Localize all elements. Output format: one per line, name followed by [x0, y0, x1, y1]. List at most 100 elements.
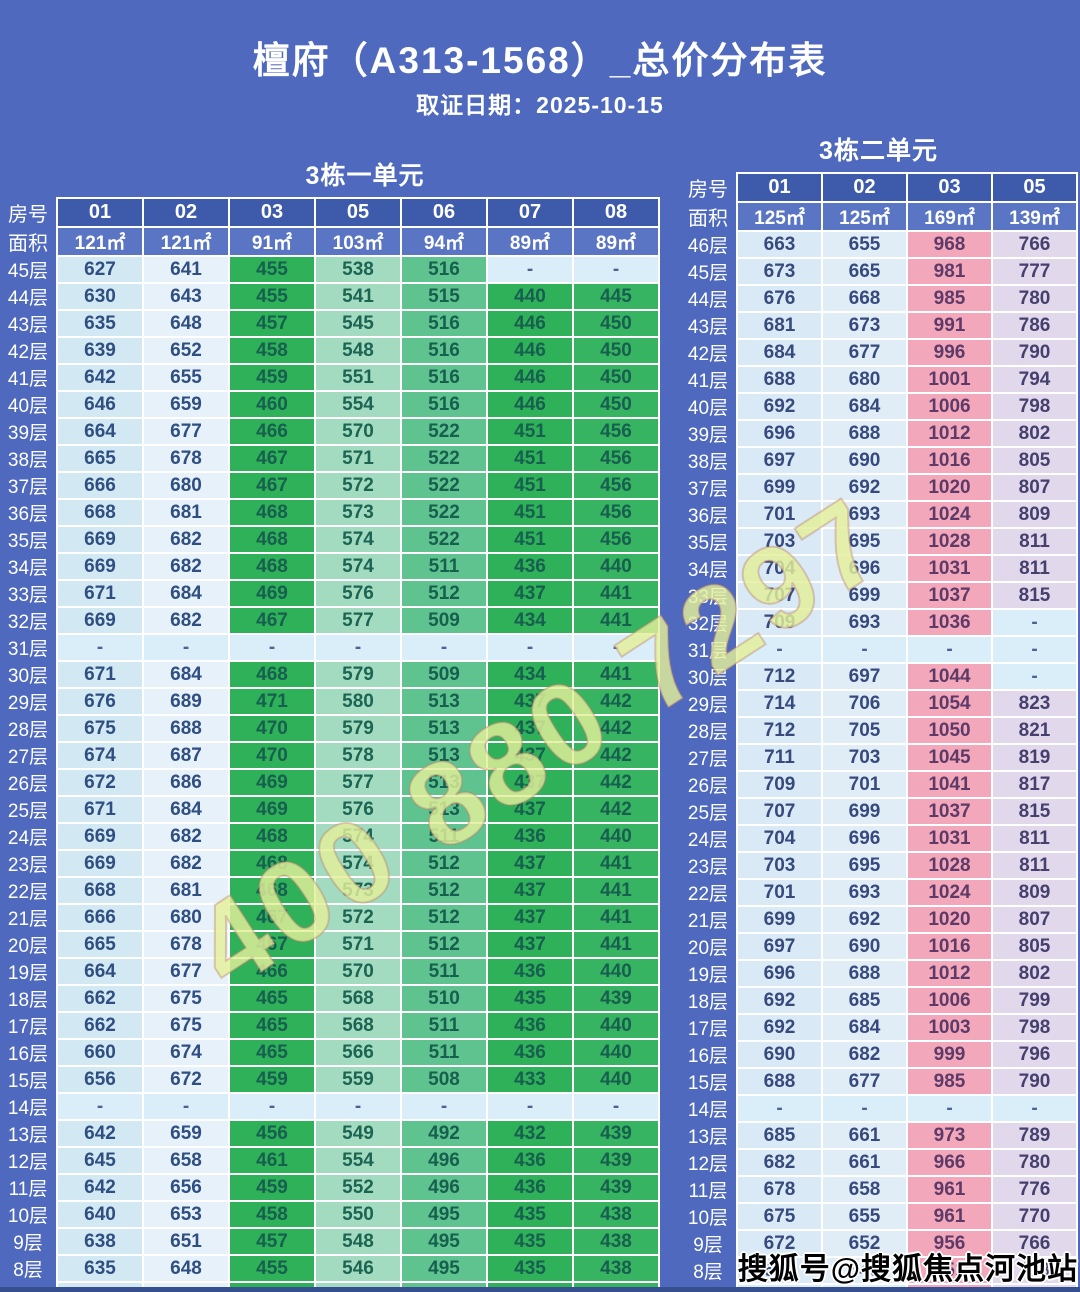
- area-header: 103㎡: [314, 226, 402, 257]
- table-row: 11层 642 656 459 552 496 436 439: [0, 1173, 660, 1202]
- price-cell: 441: [572, 579, 660, 608]
- price-cell: 457: [228, 309, 316, 338]
- price-cell: 577: [314, 768, 402, 797]
- table-row: 14层 - - - -: [680, 1094, 1078, 1123]
- price-cell: 440: [572, 1011, 660, 1040]
- price-cell: 697: [821, 662, 908, 691]
- price-cell: 659: [142, 1119, 230, 1148]
- price-cell: 522: [400, 498, 488, 527]
- floor-label: 20层: [687, 938, 729, 959]
- price-cell: 703: [736, 527, 823, 556]
- floor-label: 30层: [7, 666, 49, 687]
- floor-label: 20层: [7, 936, 49, 957]
- price-cell: 696: [821, 554, 908, 583]
- price-cell: 576: [314, 579, 402, 608]
- table-row: 16层 660 674 465 566 511 436 440: [0, 1038, 660, 1067]
- price-cell: 468: [228, 660, 316, 689]
- table-row: 11层 678 658 961 776: [680, 1175, 1078, 1204]
- table-row: 33层 707 699 1037 815: [680, 581, 1078, 610]
- price-cell: 641: [142, 255, 230, 284]
- price-cell: 648: [142, 309, 230, 338]
- price-cell: 811: [991, 851, 1078, 880]
- price-cell: 456: [228, 1119, 316, 1148]
- price-cell: 1006: [906, 392, 993, 421]
- table-row: 20层 697 690 1016 805: [680, 932, 1078, 961]
- price-cell: 680: [142, 903, 230, 932]
- price-cell: 437: [486, 795, 574, 824]
- price-cell: -: [142, 633, 230, 662]
- floor-label: 42层: [687, 344, 729, 365]
- price-cell: 572: [314, 903, 402, 932]
- price-cell: 711: [736, 743, 823, 772]
- room-number-header: 03: [228, 197, 316, 228]
- table-row: 22层 701 693 1024 809: [680, 878, 1078, 907]
- price-cell: 807: [991, 905, 1078, 934]
- price-cell: 682: [142, 552, 230, 581]
- price-cell: 435: [486, 1200, 574, 1229]
- table-row: 18层 662 675 465 568 510 435 439: [0, 984, 660, 1013]
- price-cell: 460: [228, 390, 316, 419]
- area-header: 89㎡: [486, 226, 574, 257]
- price-cell: 559: [314, 1065, 402, 1094]
- price-cell: 456: [572, 525, 660, 554]
- price-cell: 465: [228, 1011, 316, 1040]
- table-row: 22层 668 681 468 573 512 437 441: [0, 876, 660, 905]
- price-cell: 696: [736, 419, 823, 448]
- price-cell: 574: [314, 849, 402, 878]
- price-cell: 434: [486, 606, 574, 635]
- floor-label: 27层: [687, 749, 729, 770]
- table-row: 36层 701 693 1024 809: [680, 500, 1078, 529]
- price-cell: 686: [142, 768, 230, 797]
- floor-label: 33层: [7, 585, 49, 606]
- price-cell: 780: [991, 284, 1078, 313]
- price-cell: 512: [400, 579, 488, 608]
- price-cell: 671: [56, 579, 144, 608]
- floor-label: 38层: [7, 450, 49, 471]
- price-cell: 669: [56, 822, 144, 851]
- price-cell: 704: [736, 554, 823, 583]
- price-cell: 459: [228, 1065, 316, 1094]
- price-cell: 549: [314, 1119, 402, 1148]
- price-cell: 439: [572, 984, 660, 1013]
- table-row: 21层 666 680 467 572 512 437 441: [0, 903, 660, 932]
- table-row: 12层 645 658 461 554 496 436 439: [0, 1146, 660, 1175]
- price-cell: 495: [400, 1227, 488, 1256]
- price-cell: 951: [906, 1256, 993, 1285]
- price-cell: 1020: [906, 473, 993, 502]
- price-cell: 809: [991, 878, 1078, 907]
- price-cell: 516: [400, 255, 488, 284]
- price-cell: 545: [314, 309, 402, 338]
- table-row: 35层 703 695 1028 811: [680, 527, 1078, 556]
- price-cell: -: [736, 635, 823, 664]
- price-cell: 1016: [906, 446, 993, 475]
- price-cell: 455: [228, 1254, 316, 1283]
- price-cell: 790: [991, 338, 1078, 367]
- price-cell: 541: [314, 282, 402, 311]
- price-cell: 458: [228, 1200, 316, 1229]
- price-cell: 693: [821, 608, 908, 637]
- price-cell: 766: [991, 230, 1078, 259]
- floor-label: 15层: [7, 1071, 49, 1092]
- price-cell: 642: [56, 1119, 144, 1148]
- price-cell: 662: [56, 1011, 144, 1040]
- price-cell: 961: [906, 1175, 993, 1204]
- price-cell: 442: [572, 741, 660, 770]
- price-cell: 548: [314, 1227, 402, 1256]
- price-cell: 554: [314, 1146, 402, 1175]
- price-cell: 442: [572, 687, 660, 716]
- price-cell: 671: [56, 660, 144, 689]
- price-cell: 1012: [906, 959, 993, 988]
- table-row: 19层 664 677 466 570 511 436 440: [0, 957, 660, 986]
- table-row: 20层 665 678 467 571 512 437 441: [0, 930, 660, 959]
- table-row: 45层 627 641 455 538 516- -: [0, 255, 660, 284]
- floor-label: 41层: [7, 369, 49, 390]
- floor-label: 23层: [7, 855, 49, 876]
- table-row: 25层 671 684 469 576 513 437 442: [0, 795, 660, 824]
- table-row: 16层 690 682 999 796: [680, 1040, 1078, 1069]
- floor-label: 32层: [7, 612, 49, 633]
- price-cell: 546: [314, 1254, 402, 1283]
- price-cell: 432: [486, 1119, 574, 1148]
- price-cell: 437: [486, 849, 574, 878]
- price-cell: 660: [56, 1038, 144, 1067]
- price-cell: 436: [486, 1146, 574, 1175]
